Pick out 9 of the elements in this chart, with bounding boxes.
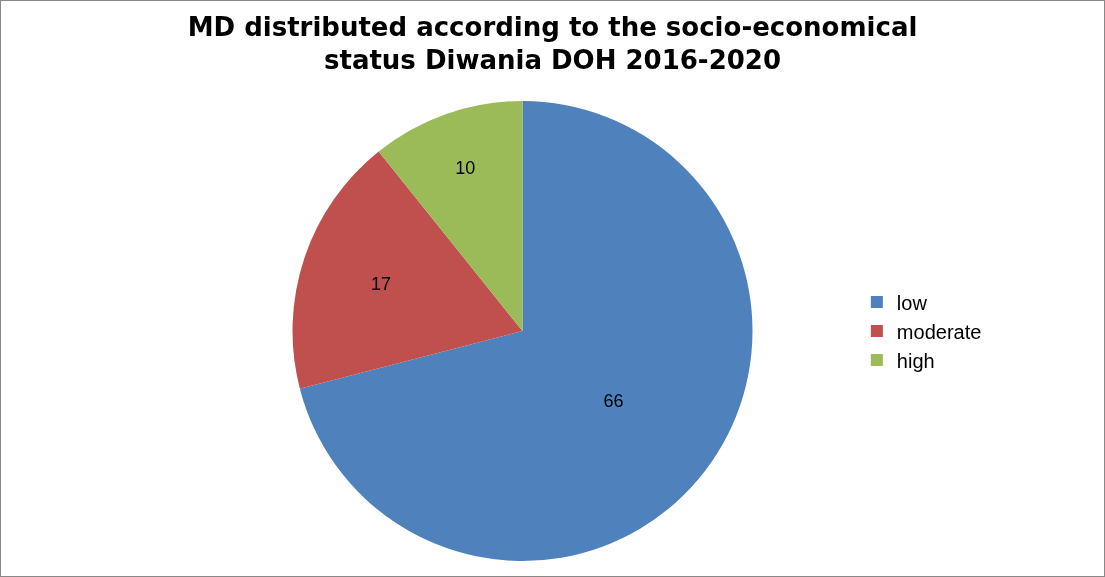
legend-label: moderate <box>896 320 982 343</box>
data-label: 10 <box>455 158 476 179</box>
legend-label: high <box>896 349 935 372</box>
data-label: 66 <box>603 391 624 412</box>
legend-label: low <box>896 291 928 314</box>
pie-slice <box>292 151 523 389</box>
chart-title: MD distributed according to the socio-economical status Diwania DOH 2016-2020 <box>187 11 918 76</box>
data-label: 17 <box>371 273 392 294</box>
pie-slice <box>299 101 753 561</box>
